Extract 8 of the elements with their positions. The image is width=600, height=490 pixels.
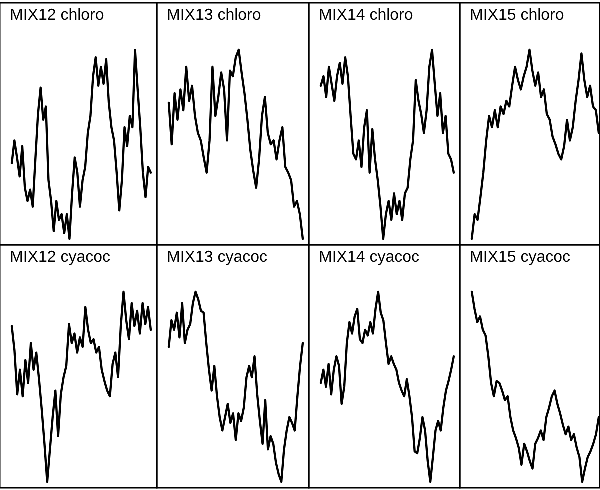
- chart-title: MIX15 chloro: [470, 7, 564, 24]
- chart-title: MIX13 cyacoc: [167, 249, 268, 266]
- chart-title: MIX13 chloro: [167, 7, 262, 24]
- chart-title: MIX12 chloro: [10, 7, 104, 24]
- chart-title: MIX15 cyacoc: [470, 249, 570, 266]
- chart-title: MIX14 cyacoc: [319, 249, 420, 266]
- chart-title: MIX12 cyacoc: [10, 249, 110, 266]
- chart-title: MIX14 chloro: [319, 7, 414, 24]
